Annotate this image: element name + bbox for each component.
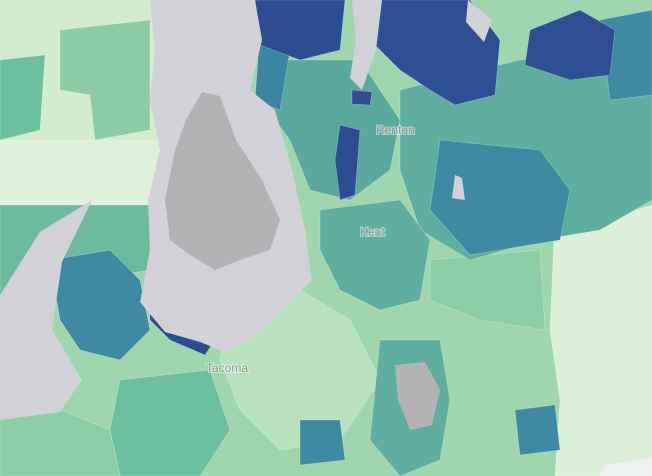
region [334,124,361,201]
place-label: Kent [360,225,385,239]
region [524,9,616,81]
region [319,199,431,311]
region [351,89,373,106]
place-label: Tacoma [206,361,248,375]
region [0,139,161,206]
place-label: Renton [376,123,415,137]
water [466,0,492,42]
region [299,419,346,466]
island [165,92,280,270]
region [549,204,652,476]
region [600,458,652,476]
water [350,0,382,90]
region [0,54,46,141]
region [429,249,546,331]
military-base [395,362,440,430]
region [59,19,151,141]
region [49,249,151,361]
water [0,200,92,420]
water [452,175,465,200]
region [514,404,561,456]
region [429,139,571,256]
